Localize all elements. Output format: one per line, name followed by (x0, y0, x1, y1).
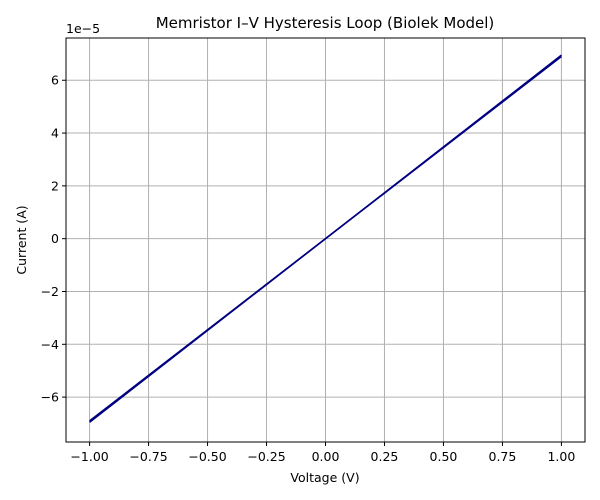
y-tick-label: 0 (51, 231, 59, 246)
y-tick-label: −4 (41, 337, 59, 352)
plot-lines (89, 54, 562, 423)
x-axis: −1.00 −0.75 −0.50 −0.25 0.00 0.25 0.50 0.75 1.00 (70, 442, 575, 464)
y-tick-label: 4 (51, 126, 59, 141)
y-axis-label: Current (A) (14, 205, 29, 274)
y-tick-label: 2 (51, 178, 59, 193)
y-tick-label: −6 (41, 390, 59, 405)
series-line-2 (89, 55, 562, 422)
y-tick-label: −2 (41, 284, 59, 299)
x-tick-label: 0.50 (430, 449, 458, 464)
y-offset-label: 1e−5 (66, 21, 100, 36)
x-tick-label: 0.25 (371, 449, 399, 464)
y-tick-label: 6 (51, 73, 59, 88)
x-tick-label: −0.50 (188, 449, 226, 464)
x-tick-label: 1.00 (547, 449, 575, 464)
x-tick-label: −0.25 (247, 449, 285, 464)
x-tick-label: −0.75 (129, 449, 167, 464)
x-tick-label: −1.00 (70, 449, 108, 464)
chart-title: Memristor I–V Hysteresis Loop (Biolek Mo… (156, 14, 495, 32)
x-tick-label: 0.00 (312, 449, 340, 464)
x-tick-label: 0.75 (489, 449, 517, 464)
y-axis: −6 −4 −2 0 2 4 6 (41, 73, 66, 405)
x-axis-label: Voltage (V) (290, 470, 359, 485)
